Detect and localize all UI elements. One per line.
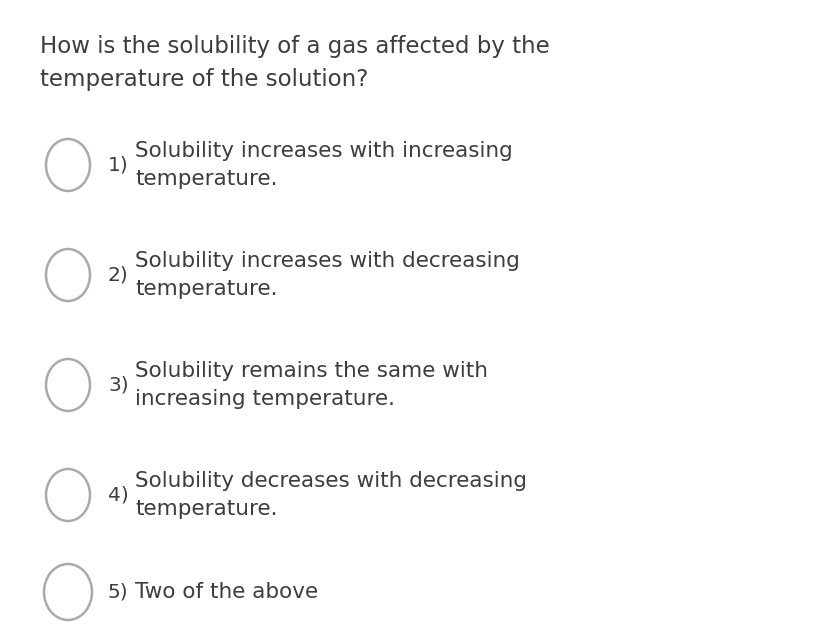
Text: temperature.: temperature. [135,499,277,519]
Ellipse shape [46,359,90,411]
Text: increasing temperature.: increasing temperature. [135,389,394,409]
Text: Solubility decreases with decreasing: Solubility decreases with decreasing [135,471,526,491]
Text: 2): 2) [108,265,128,285]
Ellipse shape [44,564,92,620]
Text: Solubility increases with increasing: Solubility increases with increasing [135,141,512,161]
Text: 4): 4) [108,485,128,504]
Text: Solubility remains the same with: Solubility remains the same with [135,361,487,381]
Text: 3): 3) [108,376,128,394]
Ellipse shape [46,139,90,191]
Ellipse shape [46,249,90,301]
Text: Two of the above: Two of the above [135,582,318,602]
Text: 1): 1) [108,156,128,174]
Text: temperature of the solution?: temperature of the solution? [40,68,368,91]
Text: temperature.: temperature. [135,279,277,299]
Ellipse shape [46,469,90,521]
Text: Solubility increases with decreasing: Solubility increases with decreasing [135,251,519,271]
Text: temperature.: temperature. [135,169,277,189]
Text: How is the solubility of a gas affected by the: How is the solubility of a gas affected … [40,35,549,58]
Text: 5): 5) [108,583,128,601]
